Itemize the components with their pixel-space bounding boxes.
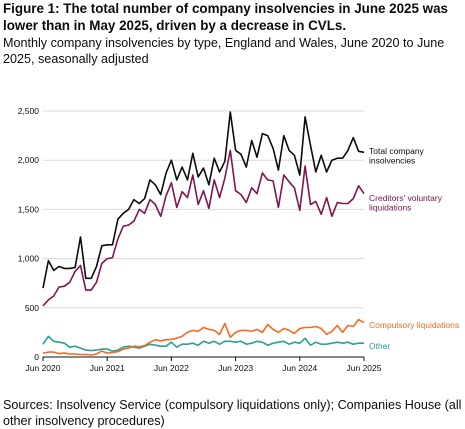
- figure-subtitle: Monthly company insolvencies by type, En…: [3, 36, 445, 66]
- figure-source: Sources: Insolvency Service (compulsory …: [3, 398, 462, 428]
- x-tick-label: Jun 2024: [282, 363, 317, 373]
- series-label: Creditors' voluntary liquidations: [369, 193, 443, 213]
- series-label: Total company insolvencies: [369, 146, 425, 166]
- x-tick-label: Jun 2025: [347, 363, 382, 373]
- series-labels: Total company insolvencies Creditors' volu…: [369, 146, 459, 351]
- series-line-creditors-voluntary-liquidations: [42, 149, 365, 307]
- series-label: Compulsory liquidations: [369, 320, 459, 330]
- x-tick-label: Jun 2023: [218, 363, 253, 373]
- series-label: Other: [369, 341, 390, 351]
- y-tick-label: 1,000: [18, 254, 40, 264]
- y-tick-label: 2,500: [18, 106, 40, 116]
- series-line-total-company-insolvencies: [42, 111, 365, 289]
- series-line-other: [42, 335, 364, 352]
- y-tick-label: 2,000: [18, 155, 40, 165]
- series-line-compulsory-liquidations: [42, 318, 365, 356]
- x-tick-label: Jun 2020: [26, 363, 61, 373]
- y-tick-label: 500: [25, 303, 39, 313]
- grid-lines: [43, 110, 364, 309]
- y-tick-label: 1,500: [18, 204, 40, 214]
- series-lines: [42, 111, 365, 356]
- y-tick-label: 0: [34, 352, 39, 362]
- x-tick-label: Jun 2022: [154, 363, 189, 373]
- figure-title: Figure 1: The total number of company in…: [3, 1, 448, 33]
- y-axis: 0 500 1,000 1,500 2,000 2,500: [18, 106, 40, 362]
- x-axis: Jun 2020 Jun 2021 Jun 2022 Jun 2023 Jun 2024…: [26, 356, 382, 373]
- x-tick-label: Jun 2021: [90, 363, 125, 373]
